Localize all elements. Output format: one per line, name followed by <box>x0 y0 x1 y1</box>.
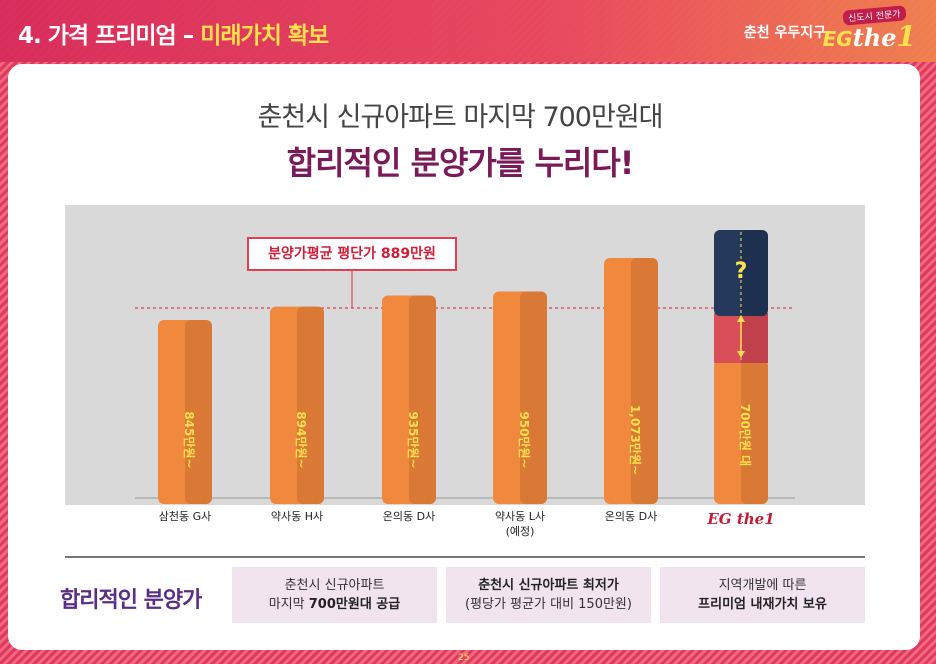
summary-box-3-line2: 프리미엄 내재가치 보유 <box>698 597 827 612</box>
premium-arrow-up <box>737 315 745 322</box>
category-label-3: 온의동 D사 <box>383 510 435 523</box>
bar-6-shade <box>741 360 768 504</box>
headline: 춘천시 신규아파트 마지막 700만원대 <box>257 102 663 133</box>
section-divider <box>65 556 865 558</box>
summary-title: 합리적인 분양가 <box>60 588 202 613</box>
bar-5-shade <box>631 258 658 504</box>
value-label-4: 950만원~ <box>517 411 532 468</box>
summary-box-3: 지역개발에 따른 프리미엄 내재가치 보유 <box>660 567 865 623</box>
subhead: 합리적인 분양가를 누리다! <box>286 144 635 182</box>
brand-logo-one: 1 <box>896 20 916 53</box>
summary-box-1-line2-bold: 700만원대 공급 <box>308 597 401 612</box>
category-label-6: EG the1 <box>706 510 774 528</box>
value-label-1: 845만원~ <box>182 411 197 468</box>
unknown-mark: ? <box>735 259 748 284</box>
bar-3-shade <box>409 295 436 504</box>
brand-logo: EGthe1 <box>823 20 916 53</box>
category-label-4: 약사동 L사 <box>495 509 545 523</box>
value-label-6: 700만원 대 <box>738 404 753 466</box>
category-label-5: 온의동 D사 <box>605 510 657 523</box>
summary-box-1: 춘천시 신규아파트 마지막 700만원대 공급 <box>232 567 437 623</box>
summary-box-1-line1: 춘천시 신규아파트 <box>284 578 385 593</box>
bar-4-shade <box>520 291 547 504</box>
page-number: 25 <box>458 653 470 663</box>
brand-place: 춘천 우두지구 <box>743 25 826 41</box>
value-label-2: 894만원~ <box>294 411 309 468</box>
summary-box-2-line2: (평당가 평균가 대비 150만원) <box>465 597 632 612</box>
brand-logo-the: the <box>852 23 897 52</box>
average-price-callout: 분양가평균 평단가 889만원 <box>247 237 457 271</box>
bar-future-segment-shade <box>741 230 768 316</box>
summary-box-1-line2-pre: 마지막 <box>268 597 309 612</box>
page-title-prefix: 4. 가격 프리미엄 – <box>18 23 201 49</box>
category-label-1: 삼천동 G사 <box>159 509 212 523</box>
summary-box-3-line1: 지역개발에 따른 <box>718 578 807 593</box>
bar-2-shade <box>297 306 324 504</box>
page-title: 4. 가격 프리미엄 – 미래가치 확보 <box>18 16 329 50</box>
category-label-4-note: (예정) <box>506 525 535 538</box>
summary-box-1-line2: 마지막 700만원대 공급 <box>232 595 437 614</box>
bar-1-shade <box>185 320 212 504</box>
value-label-5: 1,073만원~ <box>628 405 643 475</box>
summary-box-2: 춘천시 신규아파트 최저가 (평당가 평균가 대비 150만원) <box>446 567 651 623</box>
premium-arrow-down <box>737 351 745 358</box>
category-label-2: 약사동 H사 <box>271 509 323 523</box>
value-label-3: 935만원~ <box>406 411 421 468</box>
page-title-highlight: 미래가치 확보 <box>200 23 329 49</box>
top-banner <box>0 0 936 62</box>
brand-logo-eg: EG <box>822 27 853 51</box>
bar-premium-segment-shade <box>741 313 768 363</box>
summary-box-2-line1: 춘천시 신규아파트 최저가 <box>478 578 619 593</box>
